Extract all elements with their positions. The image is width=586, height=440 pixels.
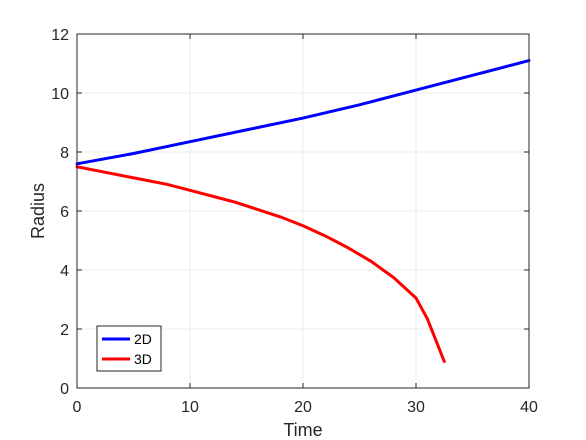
y-tick-label: 2 [60,322,69,339]
axes-box [76,33,530,389]
x-tick-label: 30 [407,399,425,416]
y-tick-label: 6 [60,204,69,221]
legend-label-2d: 2D [134,331,152,347]
y-tick-label: 0 [60,381,69,398]
x-tick-label: 0 [73,399,82,416]
tick-labels: 0 10 20 30 40 0 2 4 6 8 10 12 [51,27,538,416]
y-tick-label: 12 [51,27,69,44]
axes [76,33,530,389]
x-tick-label: 20 [294,399,312,416]
x-tick-label: 40 [520,399,538,416]
series-line-3d [75,165,446,363]
y-axis-label: Radius [28,183,48,239]
y-tick-label: 10 [51,86,69,103]
series-line-2d [75,59,531,166]
y-tick-label: 4 [60,263,69,280]
series-lines [75,59,531,363]
x-axis-label: Time [283,420,322,440]
y-tick-label: 8 [60,145,69,162]
x-tick-label: 10 [181,399,199,416]
legend-label-3d: 3D [134,351,152,367]
legend-box [96,325,162,372]
